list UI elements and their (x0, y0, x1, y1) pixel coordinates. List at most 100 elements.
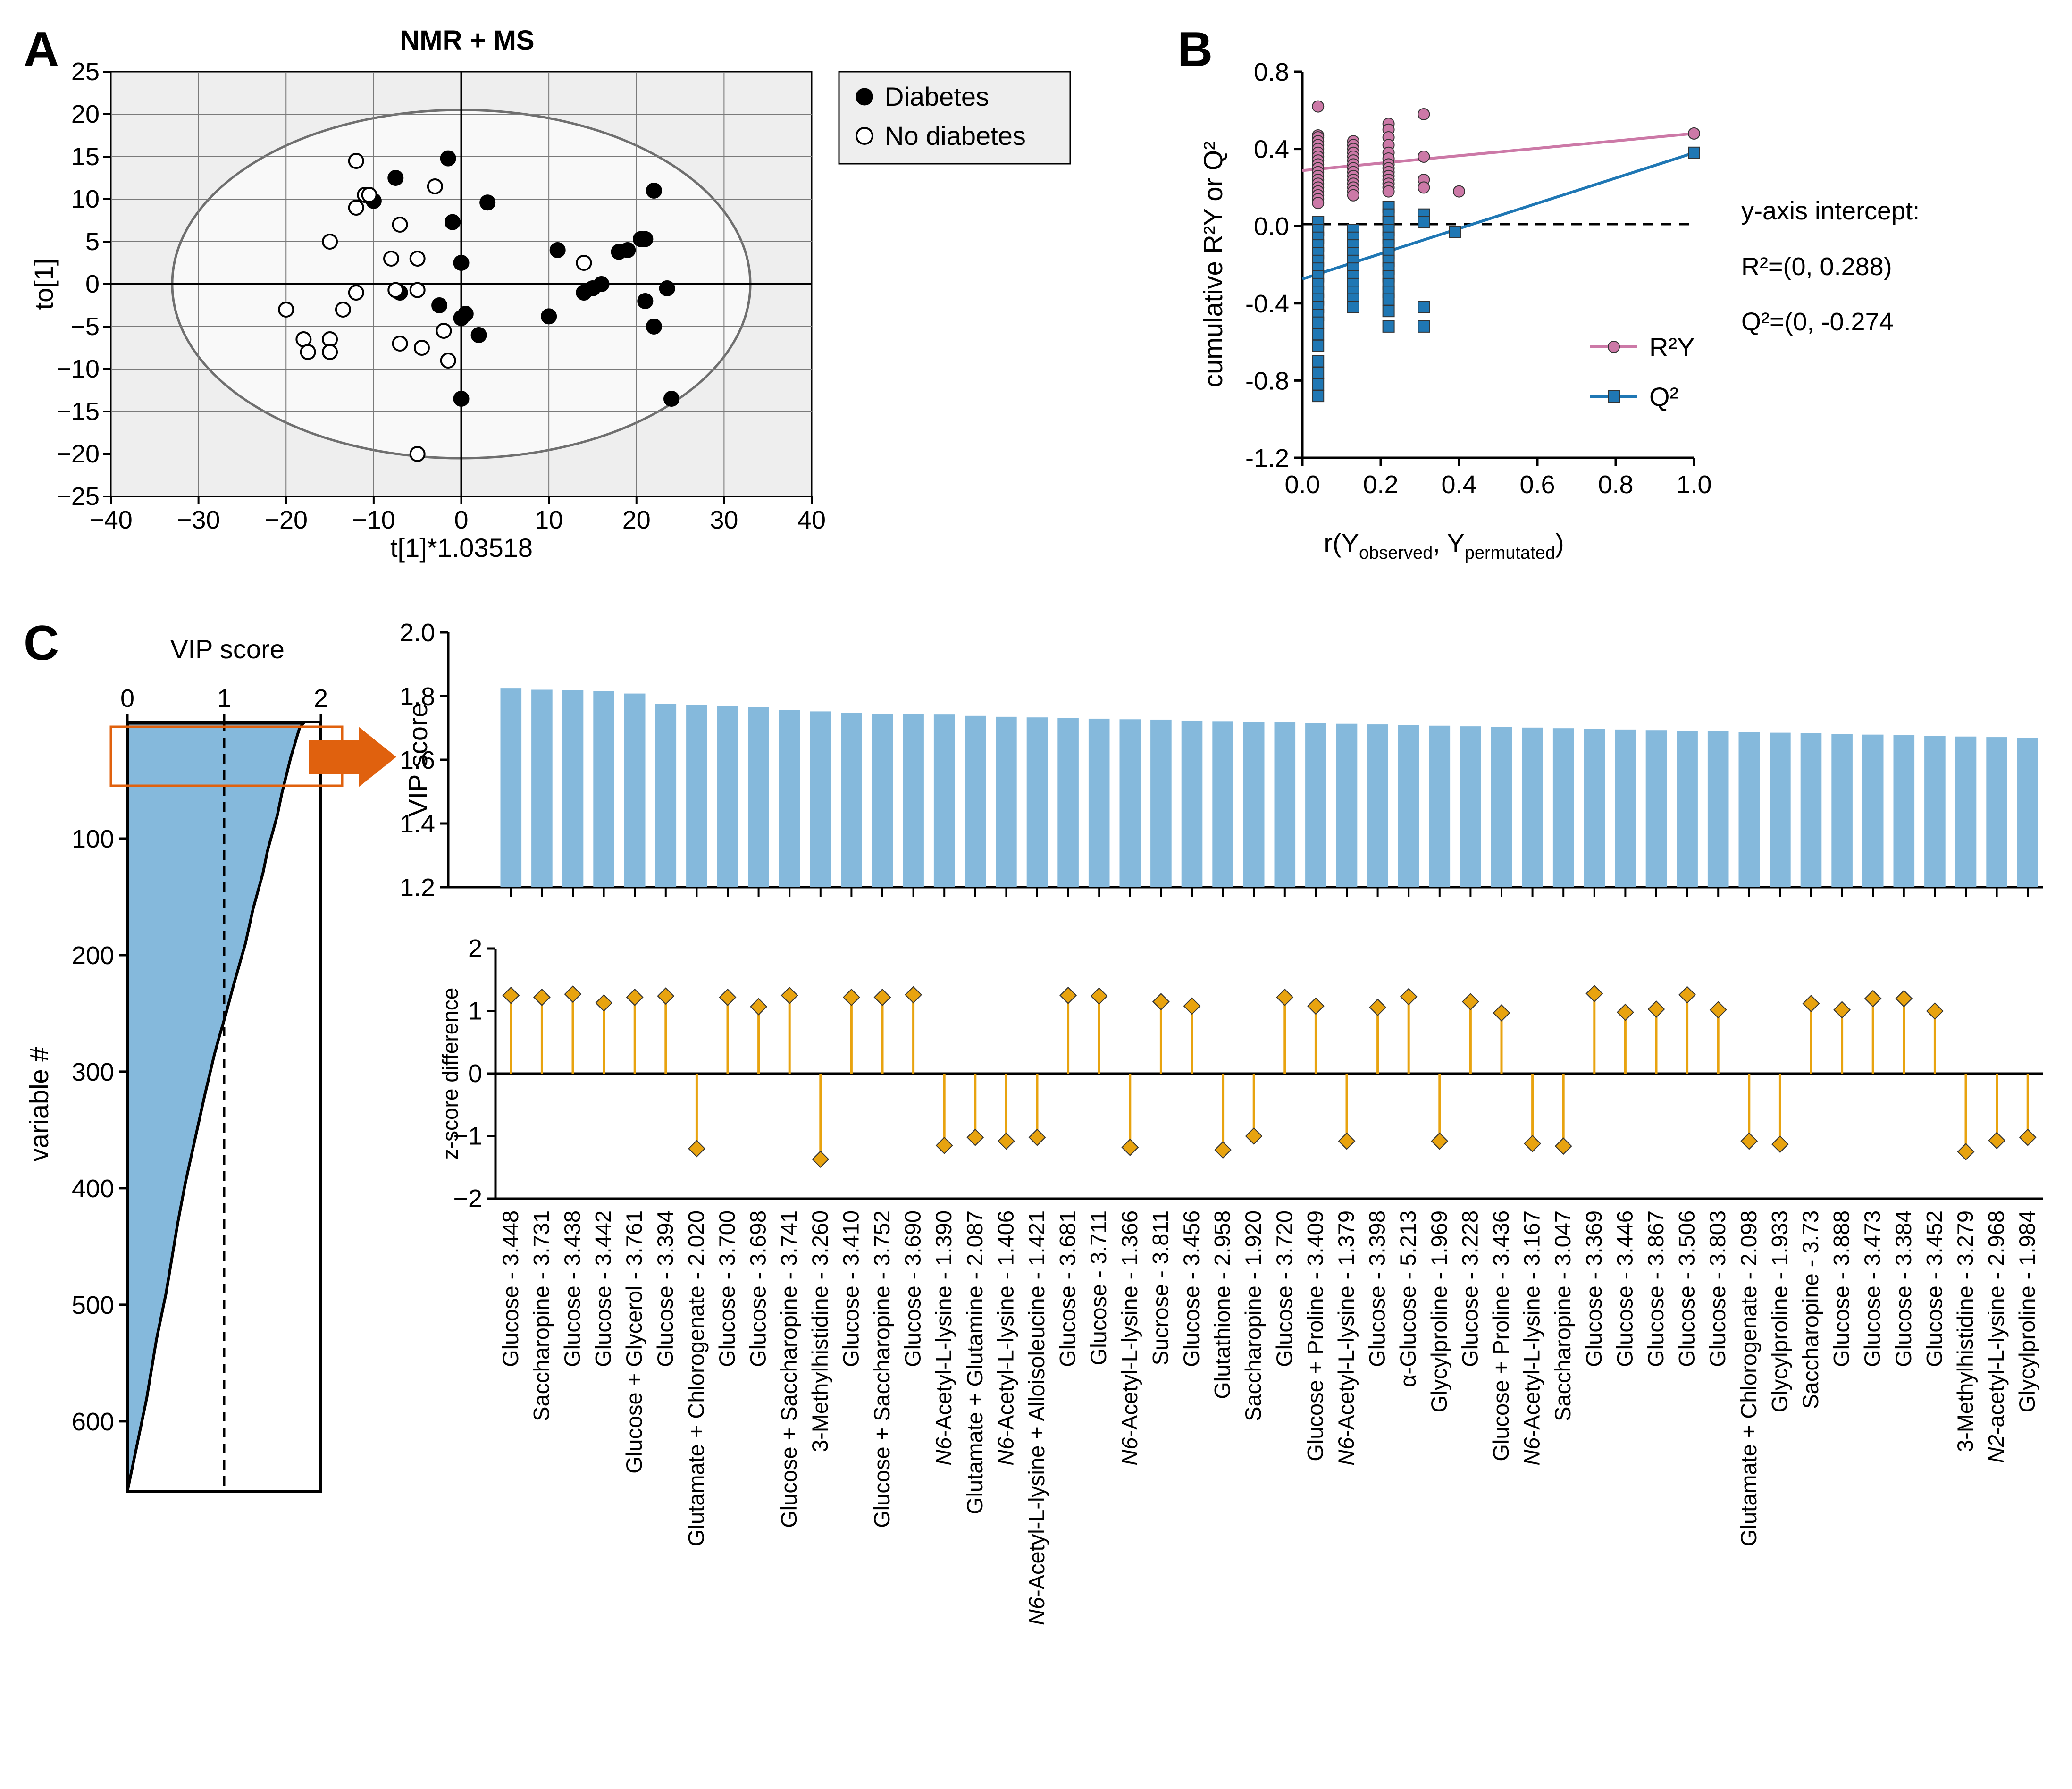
chart-c-zscore-marker (750, 998, 768, 1016)
chart-c-category-label: Glucose - 3.452 (1921, 1210, 1946, 1367)
chart-b-point-r2 (1312, 100, 1325, 113)
chart-b-annotation-title: y-axis intercept: (1741, 197, 1920, 225)
chart-a-legend: Diabetes No diabetes (838, 71, 1071, 165)
chart-c-zscore-marker (1090, 987, 1108, 1005)
chart-a-point-nodiabetes (409, 282, 426, 298)
chart-c-vip-bars (500, 688, 2038, 887)
chart-c-vip-bar (562, 690, 584, 887)
chart-c-overview-ylabel: variable # (24, 1047, 54, 1162)
chart-c-vip-bar (1460, 726, 1481, 887)
chart-c-zscore-marker (1895, 990, 1913, 1008)
chart-c-vip-bar (1862, 734, 1884, 887)
chart-c-arrow (309, 727, 396, 787)
chart-a-grid (111, 72, 812, 496)
chart-b-point-q2 (1312, 339, 1325, 352)
chart-c-vip-bar (779, 710, 800, 887)
chart-c-vip-bar (1367, 724, 1388, 887)
chart-a-ticks: −40 −30 −20 −10 0 10 20 30 40 −25 −20 −15 −10 −5 0 5 10 1… (56, 58, 826, 534)
chart-a-point-diabetes (637, 231, 654, 247)
chart-c-vip-bar (686, 705, 707, 887)
chart-c-overview-ytick-label: 400 (72, 1175, 114, 1203)
chart-c-vip-ytick-label: 1.6 (400, 746, 435, 774)
chart-c-zscore-marker (688, 1140, 705, 1158)
chart-c-category-label: Glucose - 3.698 (746, 1210, 771, 1367)
chart-b-ytick-label: 0.4 (1254, 135, 1289, 164)
chart-c-zscore-marker (1771, 1135, 1789, 1153)
chart-c-category-label-italic: N6 (993, 1437, 1018, 1466)
chart-c-category-label: Glucose - 3.803 (1705, 1210, 1730, 1367)
chart-a-title: NMR + MS (400, 25, 534, 56)
chart-b-r2-regression (1302, 132, 1695, 172)
chart-c-category-label: Glucose + Proline - 3.409 (1302, 1210, 1327, 1461)
chart-a-point-nodiabetes (413, 340, 430, 356)
chart-b-point-q2 (1418, 320, 1430, 333)
chart-c-category-label: α-Glucose - 5.213 (1395, 1210, 1420, 1387)
chart-a-ytick-label: 5 (85, 227, 100, 256)
chart-c-vip-bar (1088, 718, 1110, 887)
chart-b-q2-regression (1302, 151, 1695, 281)
chart-c-category-label: N6-Acetyl-L-lysine - 1.390 (931, 1210, 956, 1466)
chart-c-category-label: Glucose + Proline - 3.436 (1488, 1210, 1513, 1461)
chart-b-point-r2 (1347, 189, 1359, 202)
chart-b-point-q2 (1347, 301, 1359, 313)
chart-c-zscore-marker (1988, 1132, 2006, 1150)
chart-a-point-diabetes (453, 391, 470, 407)
chart-c-vip-bar (933, 714, 955, 887)
chart-c-category-label: Glucose - 3.384 (1891, 1210, 1916, 1367)
chart-c-category-label: Glucose - 3.369 (1581, 1210, 1606, 1367)
chart-b-point-q2 (1688, 146, 1700, 159)
chart-c-vip-bar (531, 689, 553, 887)
chart-c-category-label-italic: N6 (1334, 1437, 1359, 1466)
chart-c-category-label: Glutamate + Chlorogenate - 2.098 (1736, 1210, 1761, 1546)
chart-c-category-label: Glucose - 3.473 (1860, 1210, 1885, 1367)
chart-c-vip-bar (1150, 719, 1172, 887)
chart-c-category-label: Glucose - 3.681 (1055, 1210, 1080, 1367)
chart-c-vip-bar (1181, 720, 1203, 887)
chart-c-category-label: Glucose - 3.228 (1457, 1210, 1482, 1367)
chart-c-category-label: Saccharopine - 3.731 (528, 1210, 554, 1421)
legend-a-box (838, 71, 1071, 165)
chart-c-vip-bar (1336, 723, 1358, 887)
chart-a-point-nodiabetes (348, 153, 364, 169)
chart-c-zscore-marker (1585, 984, 1603, 1002)
chart-c-vip-ylabel: VIP score (403, 703, 433, 817)
chart-c-zscore-marker (2019, 1128, 2037, 1146)
chart-b-point-r2 (1418, 181, 1430, 194)
chart-c-category-label: Glucose - 3.448 (498, 1210, 523, 1367)
chart-a-point-nodiabetes (436, 323, 452, 339)
chart-c-category-label: Glucose - 3.398 (1365, 1210, 1390, 1367)
chart-c-category-label: Glucose - 3.711 (1086, 1210, 1111, 1365)
chart-c-category-labels: Glucose - 3.448 Saccharopine - 3.731 Gluco… (498, 1210, 2039, 1625)
chart-c-category-label: Glucose - 3.700 (714, 1210, 739, 1367)
chart-c-vip-bar (1645, 730, 1667, 887)
chart-a-xtick-label: −30 (177, 506, 220, 534)
chart-a-point-diabetes (479, 194, 496, 211)
chart-c-vip-bar (810, 711, 831, 887)
chart-b-xtick-label: 0.0 (1284, 470, 1320, 499)
chart-c-zscore-marker (1926, 1002, 1944, 1020)
chart-c-category-label: Saccharopine - 3.047 (1550, 1210, 1575, 1421)
chart-a-point-diabetes (470, 327, 487, 343)
chart-a-point-nodiabetes (278, 302, 294, 318)
chart-b-legend: R²Y Q² (1590, 332, 1695, 412)
chart-a-point-diabetes (387, 170, 404, 186)
chart-b-ylabel: cumulative R²Y or Q² (1198, 141, 1228, 387)
chart-c-zscore-marker (1338, 1132, 1356, 1150)
panel-letter-b: B (1177, 22, 1213, 77)
chart-c-vip-bar (1707, 731, 1729, 887)
chart-b-point-r2 (1312, 197, 1325, 210)
chart-a-point-nodiabetes (322, 234, 338, 250)
chart-a-point-diabetes (444, 214, 461, 230)
chart-c-vip-bar (1584, 729, 1605, 887)
chart-b-point-q2 (1312, 355, 1325, 368)
chart-c-zscore-marker (657, 987, 675, 1005)
chart-b-point-r2 (1688, 127, 1700, 140)
chart-c-vip-bar (996, 716, 1017, 887)
chart-c-category-label-rest: -Acetyl-L-lysine - 1.406 (993, 1210, 1018, 1437)
chart-c-vip-bar (1552, 728, 1574, 887)
chart-b-point-q2 (1312, 316, 1325, 329)
chart-c-category-label: N6-Acetyl-L-lysine - 1.406 (993, 1210, 1018, 1466)
chart-c-vip-bar (1491, 727, 1512, 887)
chart-a-ytick-label: −5 (70, 312, 100, 341)
